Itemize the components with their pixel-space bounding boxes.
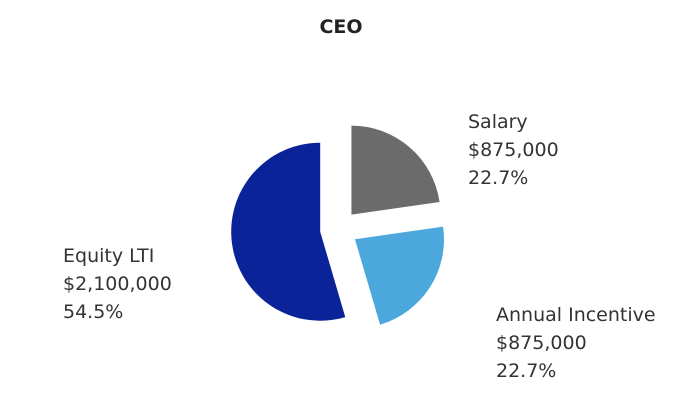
label-annual-incentive: Annual Incentive $875,000 22.7%: [496, 301, 656, 385]
label-percent: 22.7%: [496, 360, 557, 382]
pie-slice-salary: [351, 125, 440, 215]
label-salary: Salary $875,000 22.7%: [468, 108, 559, 192]
chart-title: CEO: [319, 16, 363, 38]
label-value: $875,000: [468, 139, 559, 161]
label-name: Equity LTI: [63, 245, 155, 267]
label-percent: 22.7%: [468, 167, 529, 189]
label-value: $2,100,000: [63, 273, 172, 295]
pie-slice-annual-incentive: [354, 226, 444, 325]
label-name: Annual Incentive: [496, 304, 656, 326]
label-name: Salary: [468, 111, 528, 133]
label-value: $875,000: [496, 332, 587, 354]
pie-slice-equity-lti: [231, 142, 346, 321]
label-percent: 54.5%: [63, 301, 124, 323]
label-equity-lti: Equity LTI $2,100,000 54.5%: [63, 242, 172, 326]
